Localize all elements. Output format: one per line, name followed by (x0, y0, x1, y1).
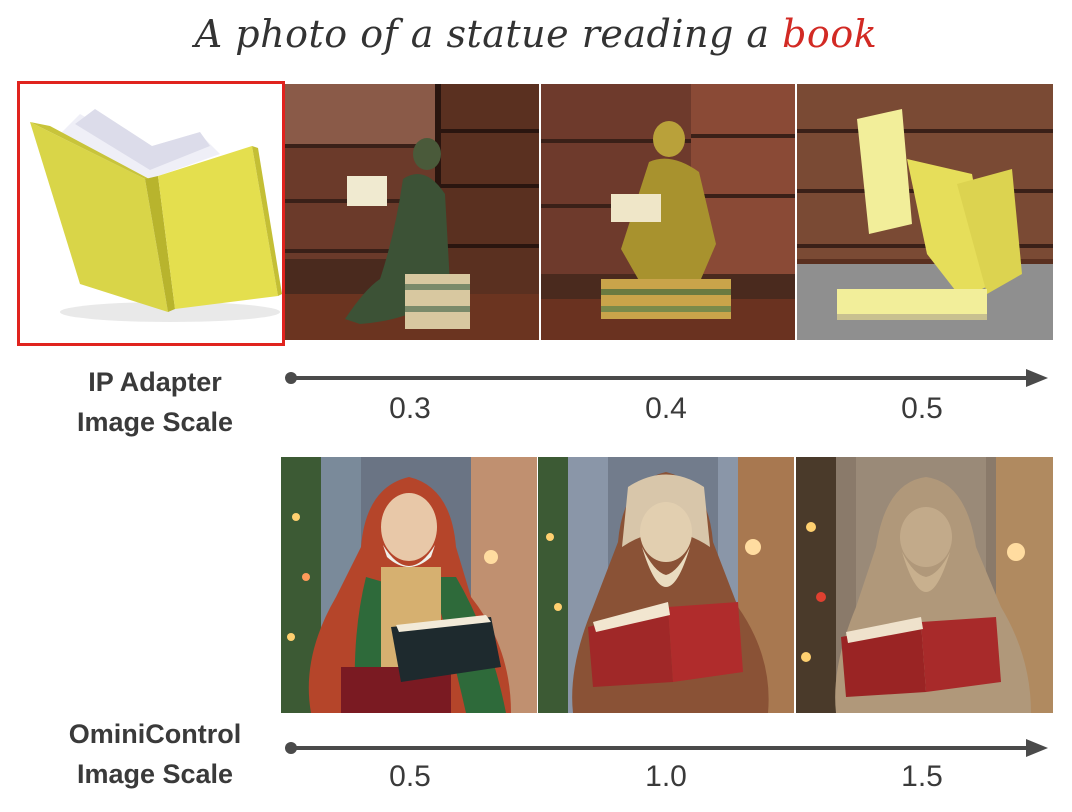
ip-adapter-panel-1 (285, 84, 539, 340)
ominicontrol-label-line1: OminiControl (68, 719, 242, 749)
stone-statue-reading-red-book-image (796, 457, 1053, 713)
ip-adapter-axis-line (291, 376, 1026, 380)
ip-adapter-tick-1: 0.3 (389, 392, 431, 425)
caption-highlight: book (782, 12, 878, 56)
yellow-book-figure-library-image (797, 84, 1053, 340)
caption-title: A photo of a statue reading a book (0, 12, 1072, 56)
reference-image (17, 81, 285, 346)
ominicontrol-label: OminiControl Image Scale (35, 714, 275, 794)
ip-adapter-tick-3: 0.5 (901, 392, 943, 425)
ominicontrol-tick-3: 1.5 (901, 760, 943, 793)
ip-adapter-panel-2 (541, 84, 795, 340)
wood-statue-reading-red-book-image (538, 457, 794, 713)
ip-adapter-label-line1: IP Adapter (88, 367, 222, 397)
ominicontrol-axis-line (291, 746, 1026, 750)
ip-adapter-label: IP Adapter Image Scale (40, 362, 270, 442)
ominicontrol-label-line2: Image Scale (76, 759, 234, 789)
painted-saint-statue-reading-image (281, 457, 537, 713)
ominicontrol-axis-arrow-icon (1026, 739, 1048, 757)
ip-adapter-axis-arrow-icon (1026, 369, 1048, 387)
ip-adapter-label-line2: Image Scale (76, 407, 234, 437)
ominicontrol-panel-3 (796, 457, 1053, 713)
ominicontrol-panel-2 (538, 457, 794, 713)
caption-prefix: A photo of a statue reading a (194, 12, 783, 56)
ip-adapter-tick-2: 0.4 (645, 392, 687, 425)
ominicontrol-tick-2: 1.0 (645, 760, 687, 793)
ip-adapter-panel-3 (797, 84, 1053, 340)
yellow-book-icon (30, 109, 282, 322)
ominicontrol-tick-1: 0.5 (389, 760, 431, 793)
gold-statue-reading-library-image (541, 84, 795, 340)
ominicontrol-panel-1 (281, 457, 537, 713)
bronze-statue-reading-library-image (285, 84, 539, 340)
